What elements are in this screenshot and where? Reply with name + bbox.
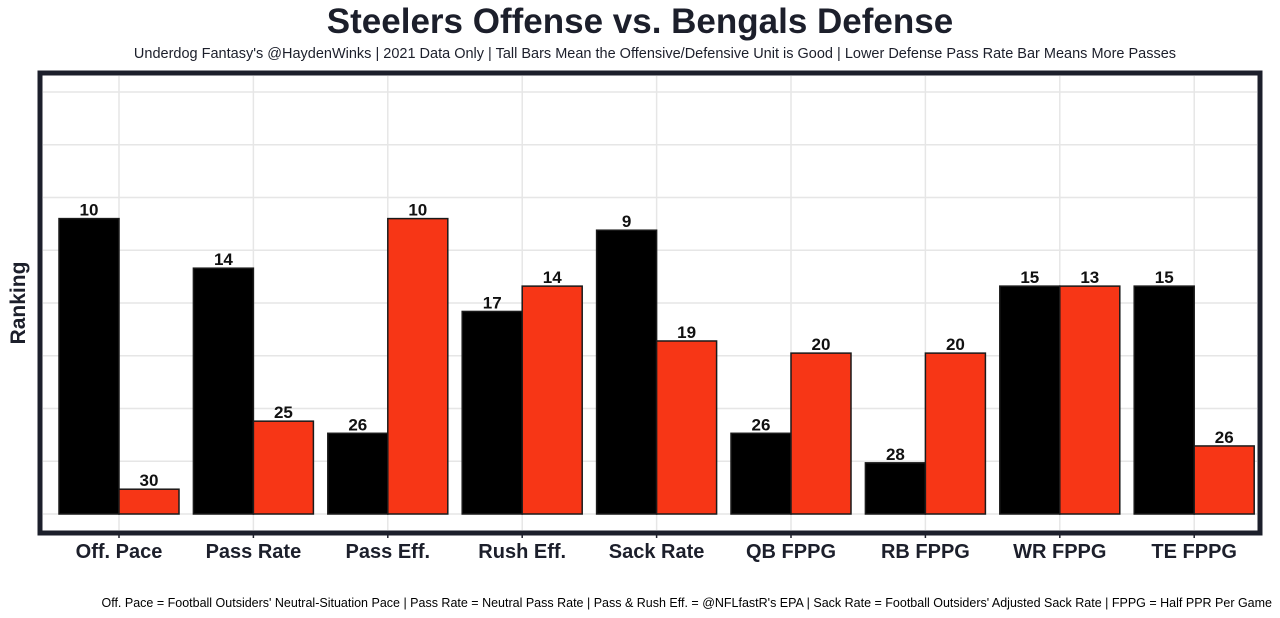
bars (58, 217, 1255, 515)
data-labels: 10 30 14 25 26 10 17 14 9 19 26 20 28 20 15 13 15 26 (80, 201, 1234, 491)
x-tick-label: QB FPPG (746, 541, 836, 563)
bar-value-label: 28 (886, 445, 905, 464)
bar-defense (655, 340, 718, 515)
chart-subtitle: Underdog Fantasy's @HaydenWinks | 2021 D… (133, 46, 1177, 62)
bar-value-label: 26 (752, 415, 771, 434)
x-tick-label: Rush Eff. (478, 541, 566, 563)
chart-caption: Off. Pace = Football Outsiders' Neutral-… (101, 596, 1272, 610)
x-tick-label: WR FPPG (1013, 541, 1106, 563)
bar-offense (730, 432, 792, 515)
chart-title: Steelers Offense vs. Bengals Defense (326, 2, 954, 41)
bar-value-label: 26 (1215, 428, 1234, 447)
x-tick-label: RB FPPG (881, 541, 970, 563)
bar-defense (924, 352, 987, 515)
bar-defense (252, 420, 315, 515)
y-axis-label: Ranking (7, 262, 30, 345)
bar-offense (864, 462, 927, 515)
x-axis-labels: Off. Pace Pass Rate Pass Eff. Rush Eff. Sack… (76, 541, 1237, 563)
bar-offense (58, 217, 120, 515)
x-tick-label: Off. Pace (76, 541, 163, 563)
bar-defense (521, 285, 583, 515)
bar-offense (327, 432, 389, 515)
x-tick-label: Pass Rate (206, 541, 302, 563)
bar-value-label: 20 (812, 335, 831, 354)
bar-defense (387, 217, 449, 515)
bar-offense (461, 310, 523, 515)
bar-value-label: 9 (622, 212, 631, 231)
bar-offense (999, 285, 1061, 515)
bar-value-label: 20 (946, 335, 965, 354)
bar-value-label: 14 (543, 268, 562, 287)
bar-value-label: 13 (1080, 268, 1099, 287)
bar-value-label: 10 (408, 201, 427, 220)
x-tick-label: TE FPPG (1151, 541, 1237, 563)
bar-offense (595, 229, 658, 515)
bar-value-label: 14 (214, 250, 233, 269)
x-axis-ticks (118, 533, 1195, 538)
bar-offense (1133, 285, 1195, 515)
bar-value-label: 15 (1020, 268, 1039, 287)
x-tick-label: Sack Rate (609, 541, 705, 563)
bar-value-label: 25 (274, 403, 293, 422)
bar-value-label: 26 (348, 415, 367, 434)
bar-defense (790, 352, 852, 515)
plot-frame (37, 70, 1263, 536)
x-tick-label: Pass Eff. (346, 541, 430, 563)
bar-value-label: 19 (677, 323, 696, 342)
bar-defense (1059, 285, 1121, 515)
bar-value-label: 10 (80, 201, 99, 220)
bar-value-label: 30 (140, 471, 159, 490)
bar-defense (1193, 445, 1255, 515)
bar-value-label: 17 (483, 293, 502, 312)
bar-value-label: 15 (1155, 268, 1174, 287)
bar-offense (192, 267, 255, 515)
bar-defense (118, 488, 180, 515)
